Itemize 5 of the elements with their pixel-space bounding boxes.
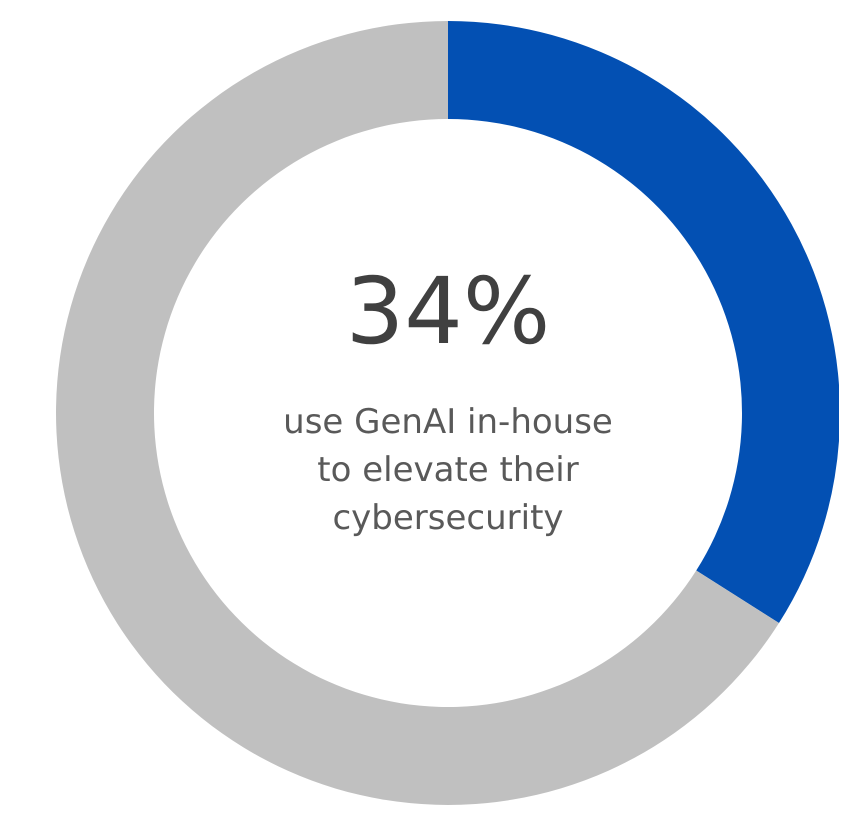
text: to elevate their xyxy=(317,450,579,490)
donut-slice xyxy=(56,21,779,805)
text: use GenAI in-house xyxy=(283,402,613,442)
data-label: 34% xyxy=(346,258,550,365)
text: cybersecurity xyxy=(332,498,564,538)
